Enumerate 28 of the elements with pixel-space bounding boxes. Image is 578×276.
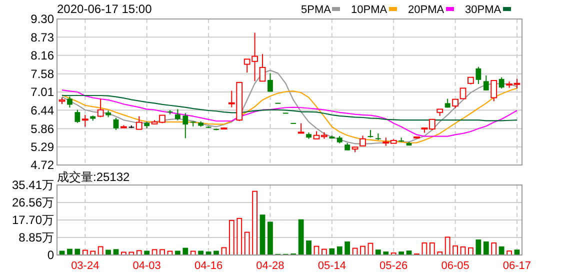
y-tick-label: 8.16 bbox=[30, 48, 54, 63]
y-tick-label: 7.58 bbox=[30, 67, 54, 82]
y-tick-label: 4.72 bbox=[30, 158, 54, 172]
y-tick-label: 17.70万 bbox=[12, 213, 54, 228]
y-tick-label: 9.30 bbox=[30, 12, 54, 26]
y-tick-label: 0 bbox=[47, 248, 54, 262]
chart-title: 成交量:25132 bbox=[57, 170, 130, 184]
legend-label: 20PMA bbox=[408, 4, 445, 16]
legend-label: 10PMA bbox=[351, 4, 388, 16]
chart-title: 2020-06-17 15:00 bbox=[57, 2, 152, 16]
x-tick-label: 06-05 bbox=[441, 260, 470, 272]
y-tick-label: 5.86 bbox=[30, 122, 54, 136]
x-tick-label: 06-17 bbox=[502, 260, 532, 272]
y-tick-label: 6.44 bbox=[30, 103, 54, 118]
y-tick-label: 7.01 bbox=[30, 85, 54, 100]
x-tick-label: 04-28 bbox=[256, 260, 284, 272]
legend-label: 30PMA bbox=[465, 4, 502, 16]
x-tick-label: 04-03 bbox=[132, 260, 161, 272]
y-tick-label: 35.41万 bbox=[12, 178, 54, 192]
x-tick-label: 05-14 bbox=[318, 260, 346, 272]
y-tick-label: 5.29 bbox=[30, 140, 54, 154]
x-tick-label: 05-26 bbox=[380, 260, 408, 272]
y-tick-label: 26.56万 bbox=[12, 196, 54, 210]
legend-label: 5PMA bbox=[301, 4, 332, 16]
x-tick-label: 03-24 bbox=[71, 260, 100, 272]
x-tick-label: 04-16 bbox=[194, 260, 223, 272]
y-tick-label: 8.85万 bbox=[18, 230, 54, 245]
y-tick-label: 8.73 bbox=[30, 30, 54, 44]
